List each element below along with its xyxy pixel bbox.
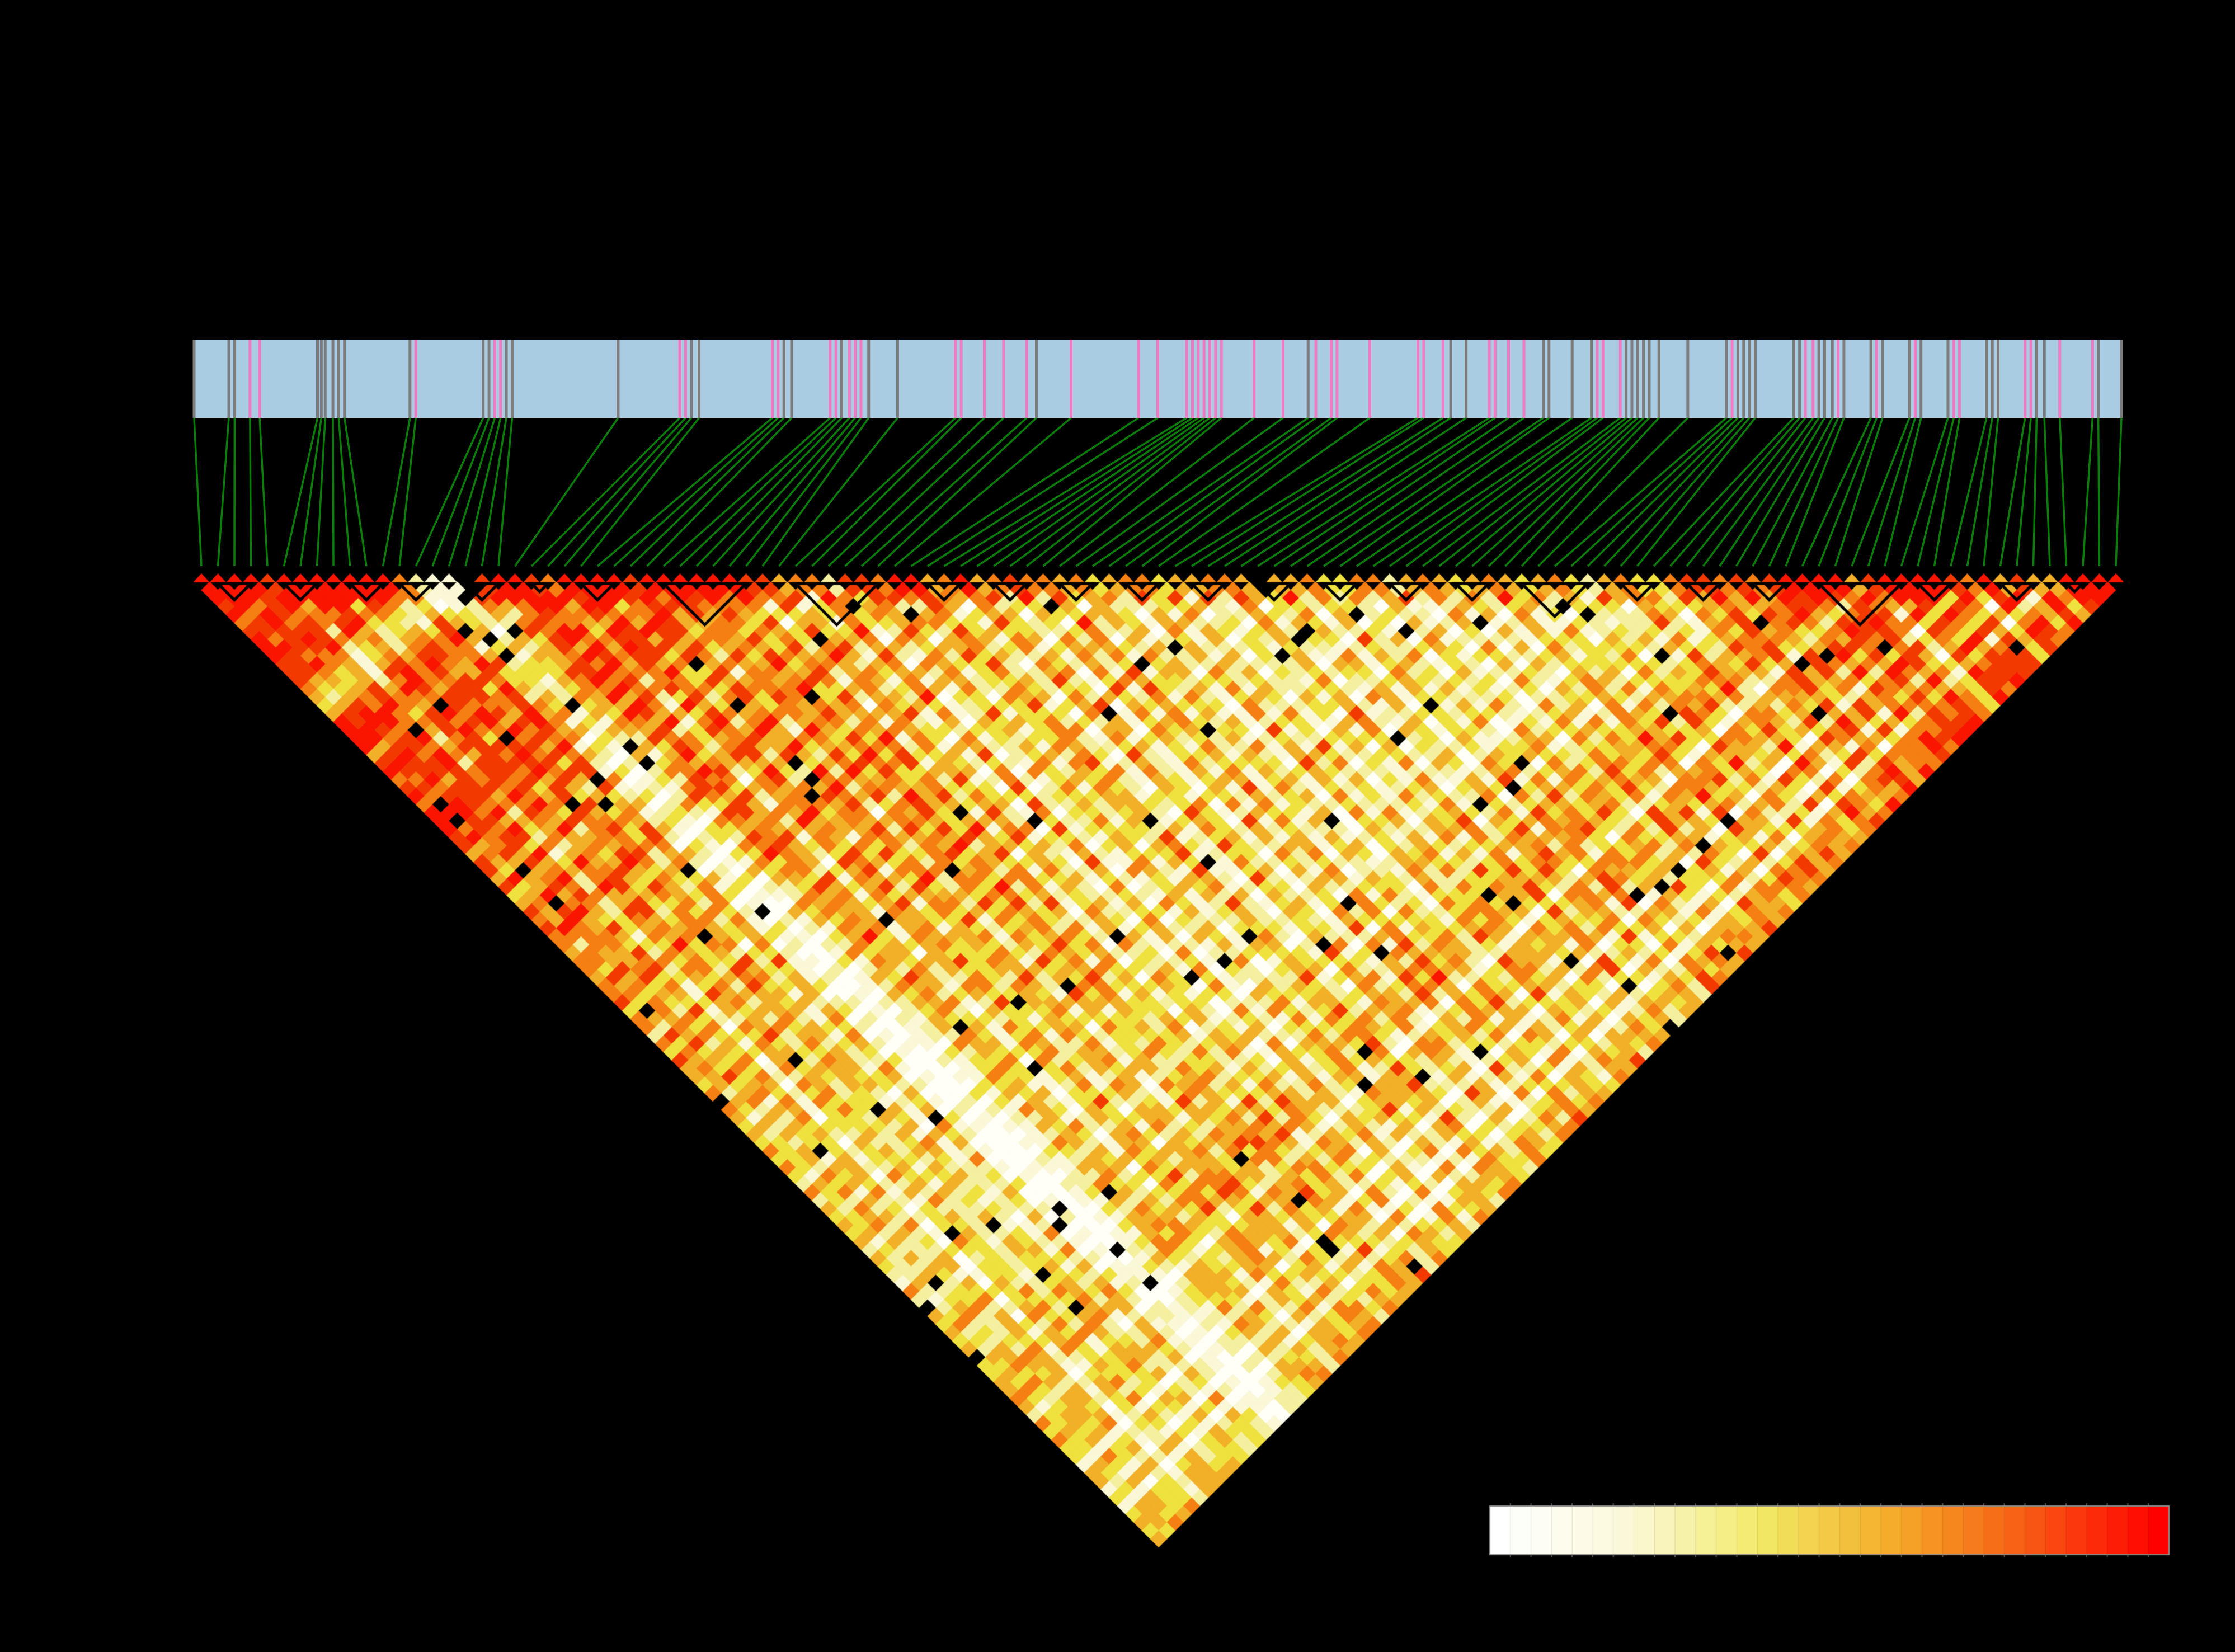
ld-color-scale-bar [1488, 1502, 2171, 1559]
